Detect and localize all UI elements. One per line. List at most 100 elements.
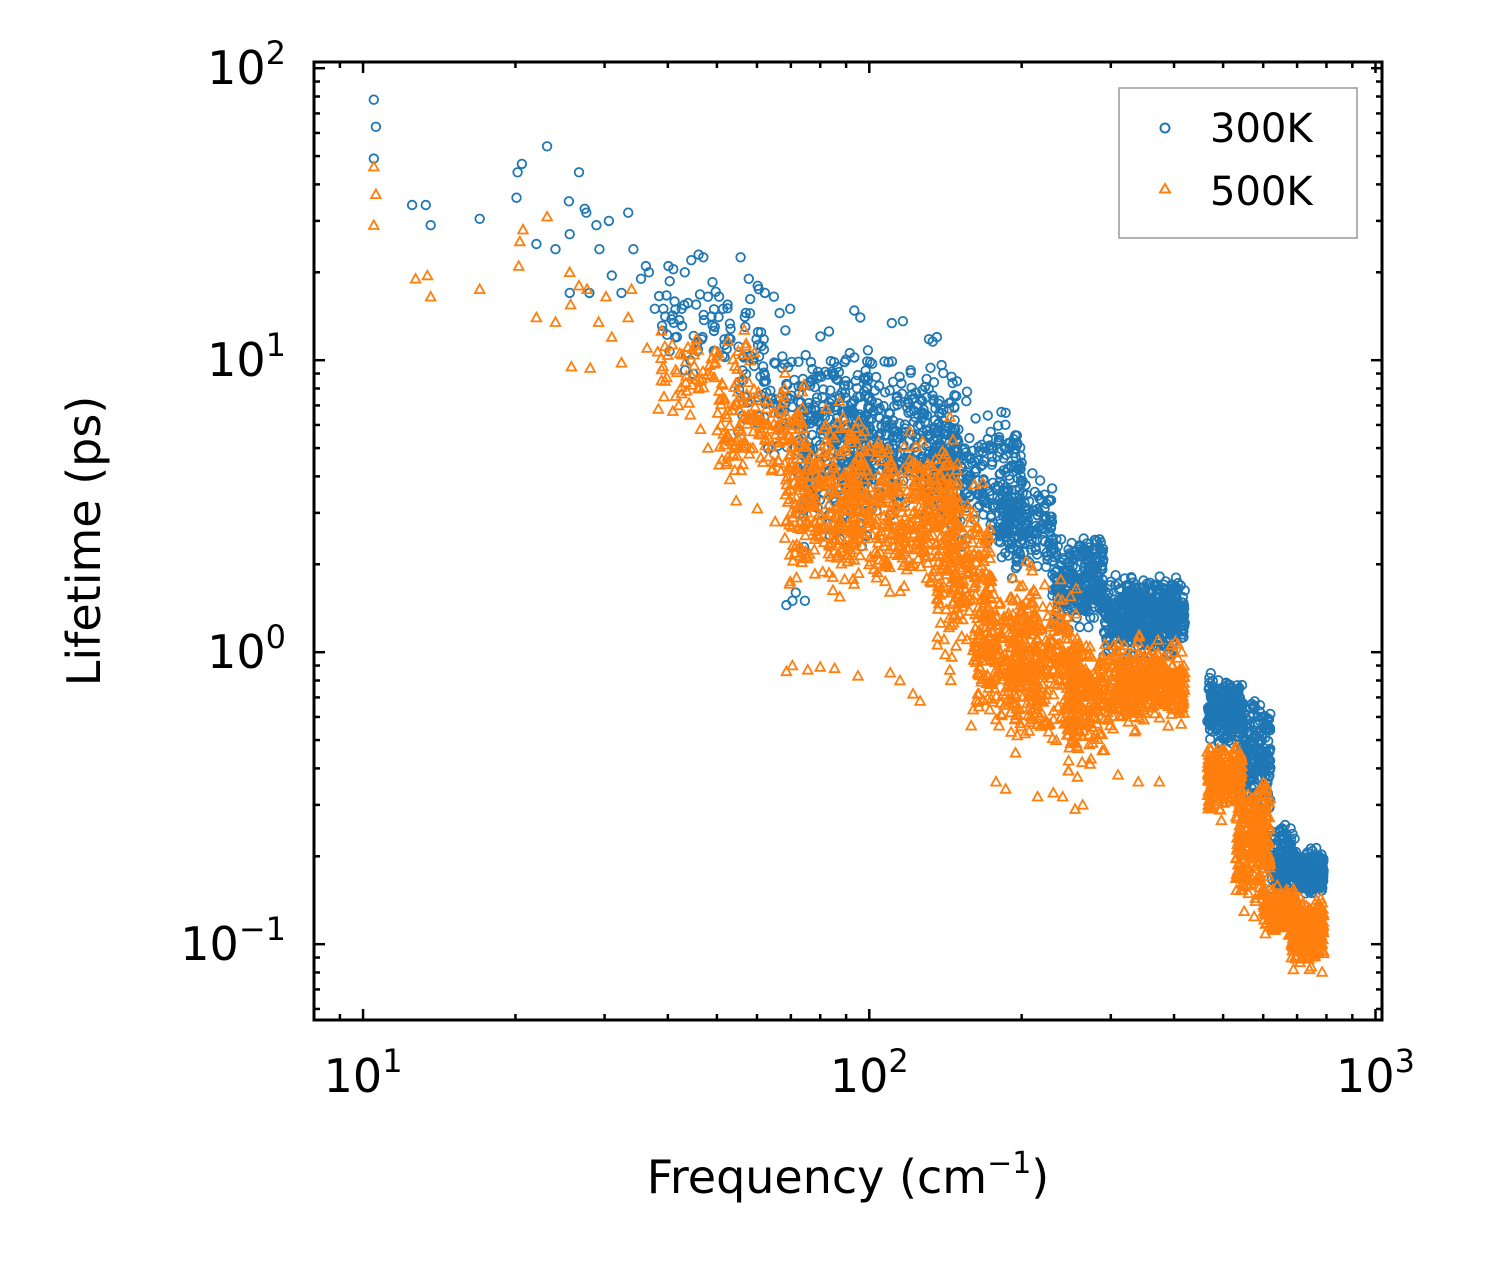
data-point-500k-1689 bbox=[1038, 578, 1052, 590]
data-point-300k-51 bbox=[723, 333, 735, 344]
data-point-300k-1230 bbox=[1018, 512, 1030, 524]
data-point-300k-1490 bbox=[1088, 569, 1099, 581]
data-point-300k-2114 bbox=[1127, 592, 1139, 603]
data-point-300k-2083 bbox=[1162, 607, 1174, 618]
data-point-300k-3066 bbox=[573, 167, 585, 178]
data-point-500k-407 bbox=[808, 567, 822, 579]
data-point-300k-3051 bbox=[370, 121, 382, 133]
data-point-300k-1496 bbox=[1052, 541, 1063, 552]
data-point-300k-47 bbox=[713, 311, 724, 323]
data-point-300k-54 bbox=[740, 307, 752, 319]
data-point-300k-1512 bbox=[1091, 557, 1103, 569]
data-point-500k-92 bbox=[711, 406, 725, 418]
data-point-300k-1109 bbox=[1046, 483, 1058, 494]
data-point-300k-464 bbox=[894, 371, 905, 383]
data-point-300k-3105 bbox=[855, 312, 866, 323]
data-point-500k-703 bbox=[883, 585, 897, 597]
data-point-300k-3097 bbox=[768, 291, 780, 302]
data-point-300k-2051 bbox=[1134, 618, 1145, 629]
data-point-300k-109 bbox=[823, 326, 835, 337]
data-point-300k-804 bbox=[899, 419, 911, 430]
data-point-300k-681 bbox=[946, 371, 957, 383]
data-point-300k-1107 bbox=[994, 476, 1006, 488]
data-point-300k-3100 bbox=[781, 599, 792, 611]
data-point-300k-2123 bbox=[1126, 607, 1137, 618]
data-point-300k-1707 bbox=[1107, 610, 1119, 621]
data-point-500k-1126 bbox=[945, 650, 959, 662]
data-point-300k-36 bbox=[656, 320, 668, 332]
data-point-300k-3093 bbox=[735, 252, 746, 263]
data-point-300k-1000 bbox=[1012, 437, 1023, 449]
data-point-300k-519 bbox=[884, 385, 895, 396]
data-point-300k-3059 bbox=[511, 192, 522, 203]
data-point-300k-294 bbox=[825, 385, 836, 396]
data-point-300k-789 bbox=[947, 377, 958, 389]
data-point-300k-786 bbox=[917, 407, 928, 418]
data-point-300k-206 bbox=[828, 368, 840, 380]
data-point-300k-65 bbox=[682, 297, 694, 309]
data-point-300k-1522 bbox=[1086, 565, 1098, 576]
data-point-300k-1259 bbox=[1020, 519, 1032, 530]
data-point-300k-1247 bbox=[1004, 538, 1015, 549]
data-point-300k-931 bbox=[938, 404, 949, 416]
data-point-300k-583 bbox=[862, 345, 874, 356]
data-point-300k-183 bbox=[760, 375, 772, 387]
data-point-300k-69 bbox=[664, 346, 675, 357]
data-point-300k-796 bbox=[887, 432, 898, 443]
data-point-300k-1004 bbox=[1004, 474, 1015, 485]
data-point-300k-894 bbox=[1000, 407, 1011, 419]
data-point-300k-2110 bbox=[1178, 605, 1189, 616]
data-point-300k-3057 bbox=[512, 167, 523, 178]
data-point-300k-43 bbox=[670, 304, 681, 315]
data-point-300k-48 bbox=[690, 299, 702, 310]
data-point-300k-78 bbox=[769, 357, 780, 368]
data-point-300k-1029 bbox=[961, 396, 972, 407]
data-point-300k-1455 bbox=[1086, 559, 1098, 570]
data-point-300k-289 bbox=[793, 356, 804, 368]
data-point-300k-1051 bbox=[1016, 457, 1027, 469]
data-point-300k-49 bbox=[667, 310, 678, 321]
data-point-300k-1182 bbox=[1027, 505, 1039, 516]
data-point-300k-1039 bbox=[974, 500, 985, 511]
data-point-300k-1705 bbox=[1102, 602, 1113, 614]
data-point-300k-3063 bbox=[563, 196, 575, 207]
data-point-300k-44 bbox=[653, 290, 665, 302]
data-point-300k-176 bbox=[818, 384, 829, 395]
data-point-300k-1030 bbox=[922, 429, 933, 441]
data-point-300k-635 bbox=[905, 365, 916, 376]
data-point-300k-1040 bbox=[985, 512, 997, 523]
data-point-300k-207 bbox=[838, 380, 850, 391]
data-point-300k-1242 bbox=[1037, 534, 1049, 546]
data-point-300k-1255 bbox=[1001, 502, 1012, 514]
data-point-300k-3102 bbox=[790, 587, 802, 598]
data-point-300k-2081 bbox=[1173, 605, 1185, 617]
data-point-300k-3060 bbox=[531, 238, 542, 250]
data-point-300k-1511 bbox=[1078, 543, 1089, 554]
data-point-500k-1655 bbox=[1036, 600, 1050, 612]
data-point-300k-799 bbox=[844, 404, 855, 415]
data-point-300k-3050 bbox=[368, 94, 380, 105]
data-point-300k-1161 bbox=[1029, 486, 1041, 498]
data-point-300k-12 bbox=[725, 323, 736, 335]
data-point-300k-691 bbox=[883, 357, 894, 368]
data-point-300k-1067 bbox=[978, 475, 989, 486]
data-point-300k-3107 bbox=[897, 316, 909, 327]
data-point-300k-1473 bbox=[1061, 566, 1073, 578]
data-point-300k-2119 bbox=[1130, 582, 1142, 593]
data-point-300k-1159 bbox=[1003, 485, 1014, 497]
data-point-300k-3073 bbox=[606, 270, 618, 281]
data-point-300k-1514 bbox=[1089, 588, 1100, 599]
data-point-500k-216 bbox=[826, 583, 840, 595]
data-point-300k-512 bbox=[879, 387, 891, 398]
data-point-300k-35 bbox=[698, 309, 709, 321]
data-point-300k-3077 bbox=[635, 273, 647, 285]
data-point-300k-318 bbox=[805, 356, 817, 368]
data-point-300k-40 bbox=[707, 320, 718, 331]
data-point-300k-3065 bbox=[564, 287, 575, 299]
data-point-500k-1676 bbox=[1047, 712, 1060, 725]
data-point-300k-58 bbox=[740, 321, 751, 333]
data-point-300k-689 bbox=[892, 391, 903, 402]
data-point-300k-3075 bbox=[623, 207, 634, 218]
data-point-300k-1504 bbox=[1083, 606, 1094, 617]
